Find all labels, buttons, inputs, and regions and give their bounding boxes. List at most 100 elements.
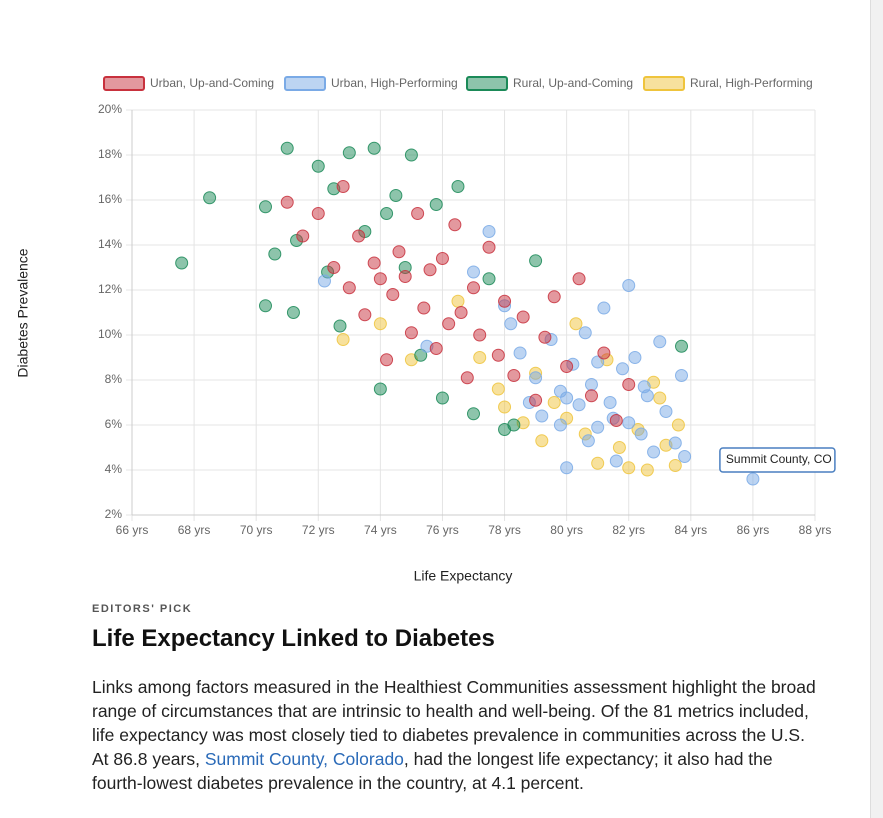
tooltip-label: Summit County, CO [726, 452, 832, 466]
scatter-point [423, 263, 437, 277]
scatter-point [482, 225, 496, 238]
scatter-point [258, 200, 272, 214]
scatter-point [367, 141, 381, 155]
scatter-point [268, 247, 282, 261]
scatter-point [491, 382, 505, 396]
x-tick-label: 86 yrs [737, 523, 770, 537]
chart: Diabetes Prevalence Life Expectancy 2% 4%… [15, 76, 836, 584]
scatter-point [498, 400, 512, 414]
scatter-point [203, 191, 217, 205]
body-link[interactable]: Summit County, Colorado [204, 749, 404, 769]
x-tick-label: 78 yrs [488, 523, 521, 537]
scatter-point [451, 294, 465, 308]
scatter-point [622, 378, 636, 391]
scatter-point [435, 391, 449, 405]
scatter-point [553, 418, 567, 432]
scatter-point [380, 207, 394, 220]
scatter-point [392, 245, 406, 259]
scatter-point [612, 441, 626, 454]
legend-label: Rural, High-Performing [690, 76, 813, 90]
scatter-point [414, 348, 428, 362]
scatter-point [513, 346, 527, 360]
scatter-point [175, 256, 189, 270]
scatter-point [398, 270, 412, 283]
y-axis-title: Diabetes Prevalence [15, 248, 31, 377]
scatter-point [597, 346, 611, 360]
legend-swatch [466, 76, 508, 91]
scatter-point [467, 407, 480, 421]
y-tick-label: 16% [98, 192, 122, 206]
scatter-point [460, 371, 474, 385]
scatter-point [529, 254, 543, 268]
scatter-point [429, 198, 443, 211]
scatter-point [609, 414, 623, 427]
kicker: EDITORS' PICK [92, 603, 193, 615]
scatter-point [404, 148, 418, 162]
scatter-point [435, 252, 449, 265]
scatter-point [746, 472, 760, 486]
scatter-point [640, 463, 654, 477]
scatter-point [491, 348, 505, 362]
scatter-point [637, 380, 651, 394]
scatter-point [572, 272, 586, 286]
legend-swatch [103, 76, 145, 91]
scatter-point [622, 279, 636, 292]
y-tick-label: 14% [98, 237, 122, 251]
scatter-point [634, 427, 648, 441]
scatter-point [498, 294, 512, 308]
scatter-point [560, 391, 574, 405]
scatter-point [367, 256, 381, 270]
y-tick-label: 20% [98, 102, 122, 116]
scatter-point [538, 330, 552, 344]
scrollbar [870, 0, 883, 818]
scatter-point [417, 301, 431, 315]
y-tick-label: 8% [105, 372, 123, 386]
scatter-point [286, 306, 300, 319]
scatter-point [352, 229, 366, 243]
legend-label: Urban, High-Performing [331, 76, 458, 90]
scatter-point [678, 450, 692, 463]
article: EDITORS' PICK Life Expectancy Linked to … [92, 603, 822, 795]
scatter-point [389, 189, 403, 202]
x-tick-label: 66 yrs [116, 523, 149, 537]
scatter-point [373, 382, 387, 396]
x-tick-label: 88 yrs [799, 523, 832, 537]
x-axis-title: Life Expectancy [414, 568, 513, 584]
scatter-point [609, 454, 623, 468]
scatter-point [373, 317, 387, 331]
x-tick-label: 80 yrs [550, 523, 583, 537]
x-tick-label: 76 yrs [426, 523, 459, 537]
y-tick-label: 12% [98, 282, 122, 296]
scatter-point [597, 301, 611, 315]
scatter-point [467, 281, 480, 295]
scatter-point [311, 159, 325, 173]
scatter-point [572, 398, 586, 412]
scatter-point [535, 409, 549, 423]
scatter-point [507, 418, 521, 432]
scatter-point [467, 265, 480, 279]
x-tick-label: 82 yrs [612, 523, 645, 537]
x-tick-label: 70 yrs [240, 523, 273, 537]
scatter-point [473, 351, 487, 364]
scatter-point [411, 207, 425, 220]
scatter-point [653, 335, 667, 349]
y-tick-label: 4% [105, 462, 123, 476]
legend-swatch [284, 76, 326, 91]
scatter-point [448, 218, 462, 232]
scatter-point [560, 360, 574, 373]
legend-label: Urban, Up-and-Coming [150, 76, 274, 90]
body-text: Links among factors measured in the Heal… [92, 675, 822, 795]
scatter-point [311, 207, 325, 220]
scatter-point [668, 436, 682, 450]
y-tick-label: 10% [98, 327, 122, 341]
scatter-point [482, 272, 496, 286]
scatter-point [482, 240, 496, 254]
scatter-point [547, 396, 561, 409]
scatter-point [317, 274, 331, 288]
scatter-point [591, 420, 605, 434]
body-text-part: Links among factors measured in the Heal… [92, 677, 816, 769]
scatter-point [653, 391, 667, 405]
scatter-point [373, 272, 387, 286]
scatter-point [258, 299, 272, 313]
